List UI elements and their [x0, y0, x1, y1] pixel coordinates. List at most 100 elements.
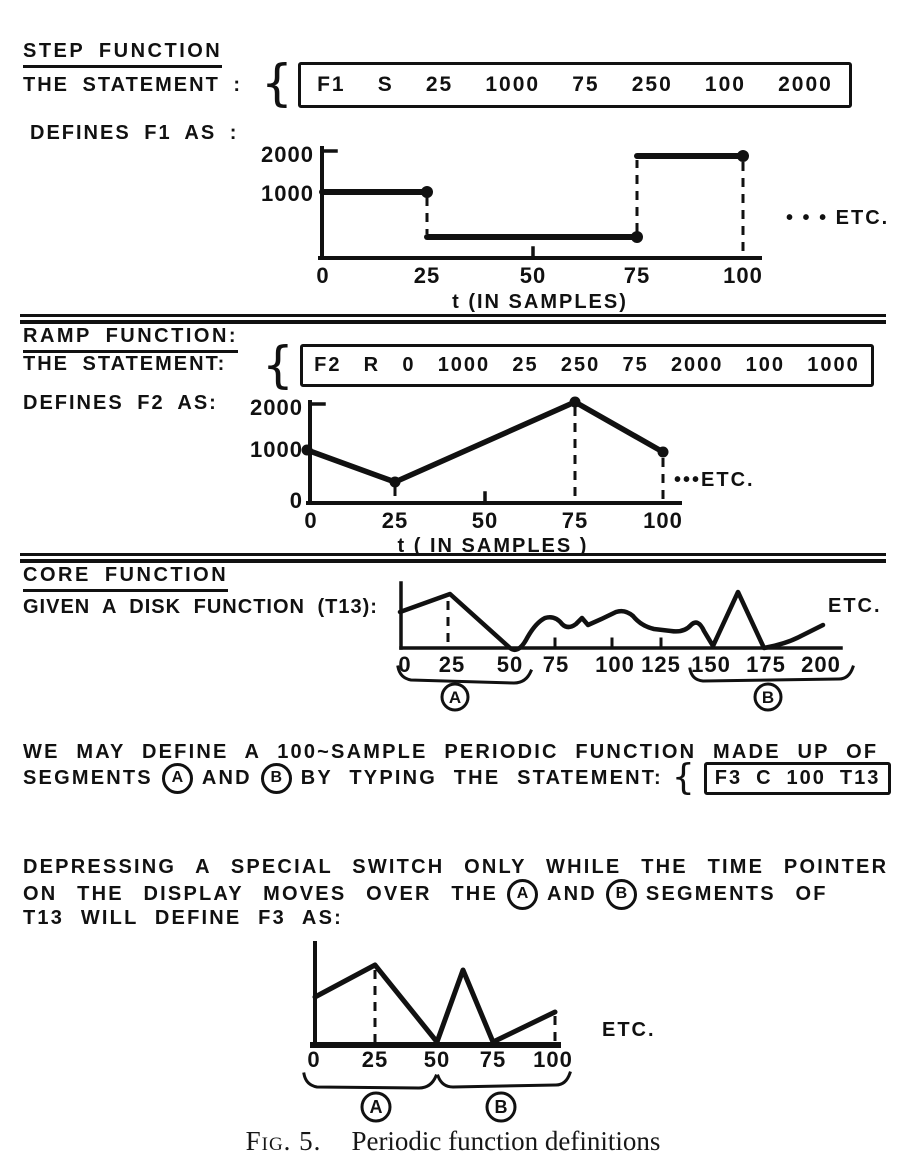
section-divider — [20, 314, 886, 324]
ramp-line — [304, 399, 666, 485]
by-typing-text: BY TYPING THE STATEMENT: — [300, 766, 663, 789]
circled-b-inline: B — [260, 762, 292, 794]
x-label: 100 — [595, 652, 635, 677]
core-function-title: CORE FUNCTION — [23, 564, 229, 592]
ramp-token: 2000 — [670, 354, 724, 376]
x-label-25: 25 — [382, 508, 408, 533]
ramp-token: 75 — [622, 354, 649, 376]
ramp-statement-label: THE STATEMENT: — [23, 353, 227, 375]
f3-waveform — [312, 962, 558, 1045]
core-left-brace: { — [671, 757, 695, 798]
circled-b-inline: B — [605, 878, 637, 910]
point-25-250 — [389, 476, 401, 488]
and-word: AND — [546, 882, 597, 905]
x-axis-title: t (IN SAMPLES) — [452, 291, 628, 313]
step-token: 250 — [631, 73, 673, 96]
switch-paragraph-line2: ON THE DISPLAY MOVES OVER THE A AND B SE… — [23, 878, 828, 910]
line2-start-text: ON THE DISPLAY MOVES OVER THE — [23, 882, 498, 905]
step-token: 75 — [572, 73, 600, 96]
section-divider — [20, 553, 886, 563]
x-label: 50 — [497, 652, 523, 677]
y-label-0: 0 — [290, 488, 303, 513]
step-token: S — [377, 73, 394, 96]
x-label-50: 50 — [520, 263, 546, 288]
ramp-token: F2 — [314, 354, 342, 376]
x-label: 25 — [439, 652, 465, 677]
etc-annotation: •••ETC. — [674, 469, 755, 491]
step-token: 25 — [425, 73, 454, 96]
point-75-250 — [631, 231, 643, 243]
ramp-token: R — [363, 354, 381, 376]
line2-end-text: SEGMENTS OF — [645, 882, 828, 905]
step-token: 1000 — [485, 73, 541, 96]
ramp-token: 100 — [745, 354, 786, 376]
core-paragraph-line1: WE MAY DEFINE A 100~SAMPLE PERIODIC FUNC… — [23, 741, 879, 763]
step-function-plot: 2000 1000 0 25 50 75 100 t (IN SAMPLES) … — [261, 142, 889, 313]
x-label-0: 0 — [304, 508, 317, 533]
figure-caption-text: Periodic function definitions — [351, 1126, 661, 1156]
ramp-function-plot: 2000 1000 0 0 25 50 75 100 t ( IN SAMPLE… — [250, 395, 755, 557]
ramp-token: 250 — [560, 354, 601, 376]
circled-b-marker — [753, 682, 783, 712]
y-label-1000: 1000 — [261, 181, 314, 206]
etc-annotation: • • • ETC. — [786, 207, 889, 229]
segment-b-letter: B — [762, 688, 774, 707]
circled-a-inline: A — [161, 762, 193, 794]
switch-paragraph-line1: DEPRESSING A SPECIAL SWITCH ONLY WHILE T… — [23, 856, 889, 878]
y-label-1000: 1000 — [250, 437, 303, 462]
y-label-2000: 2000 — [261, 142, 314, 167]
x-label-75: 75 — [624, 263, 650, 288]
t13-waveform — [397, 589, 826, 652]
disk-function-plot: 0 25 50 75 100 125 150 175 200 ETC. A B — [396, 581, 882, 712]
figure-caption: Fig. 5. Periodic function definitions — [0, 1126, 906, 1157]
segments-word: SEGMENTS — [23, 766, 153, 789]
ramp-token: 1000 — [437, 354, 491, 376]
x-label: 150 — [691, 652, 731, 677]
ramp-token: 1000 — [807, 354, 860, 376]
segment-b-letter: B — [495, 1097, 508, 1117]
point-75-2000 — [569, 396, 581, 408]
step-token: 100 — [704, 73, 746, 96]
etc-annotation: ETC. — [602, 1019, 656, 1041]
circled-a-inline: A — [506, 878, 538, 910]
switch-paragraph-line3: T13 WILL DEFINE F3 AS: — [23, 907, 343, 929]
ramp-statement-box: F2 R 0 1000 25 250 75 2000 100 1000 — [300, 344, 874, 387]
core-paragraph-line2: SEGMENTS A AND B BY TYPING THE STATEMENT… — [23, 757, 892, 798]
and-word: AND — [201, 766, 252, 789]
x-label-0: 0 — [316, 263, 329, 288]
x-label: 125 — [641, 652, 681, 677]
step-function-title: STEP FUNCTION — [23, 40, 223, 68]
etc-annotation: ETC. — [828, 595, 882, 617]
step-token: 2000 — [778, 73, 833, 96]
x-label: 0 — [307, 1047, 320, 1072]
segment-b-brace — [688, 665, 855, 683]
figure-number: Fig. 5. — [245, 1126, 322, 1156]
x-label: 100 — [533, 1047, 573, 1072]
core-token: F3 — [714, 766, 743, 789]
circled-a-marker — [440, 682, 470, 712]
circled-a-marker — [360, 1091, 392, 1123]
x-label: 200 — [801, 652, 841, 677]
x-label-100: 100 — [723, 263, 763, 288]
x-label: 75 — [480, 1047, 506, 1072]
x-label: 175 — [746, 652, 786, 677]
segment-a-brace — [396, 665, 533, 685]
point-25-1000 — [421, 186, 433, 198]
point-100-2000 — [737, 150, 749, 162]
x-label-100: 100 — [643, 508, 683, 533]
x-label: 25 — [362, 1047, 388, 1072]
x-label-75: 75 — [562, 508, 588, 533]
step-token: F1 — [317, 73, 346, 96]
given-disk-function-label: GIVEN A DISK FUNCTION (T13): — [23, 596, 378, 618]
x-label: 0 — [398, 652, 411, 677]
x-label: 50 — [424, 1047, 450, 1072]
step-statement-label: THE STATEMENT : — [23, 74, 243, 96]
ramp-left-brace: { — [262, 336, 294, 394]
ramp-function-title: RAMP FUNCTION: — [23, 325, 239, 353]
point-100-1000 — [657, 446, 669, 458]
segment-a-brace — [302, 1072, 438, 1090]
segment-b-brace — [436, 1071, 572, 1089]
step-statement-box: F1 S 25 1000 75 250 100 2000 — [298, 62, 852, 108]
circled-b-marker — [485, 1091, 517, 1123]
defines-f1-label: DEFINES F1 AS : — [30, 122, 239, 144]
